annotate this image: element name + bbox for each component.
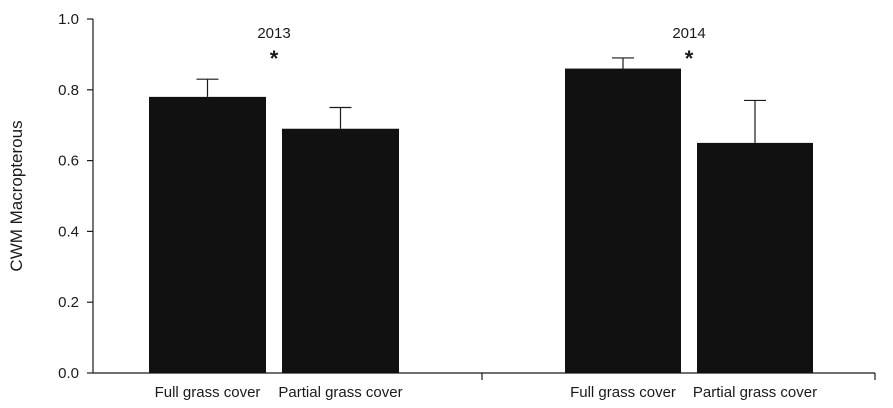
y-axis-title: CWM Macropterous [7, 120, 26, 271]
bar [565, 69, 681, 373]
bar [282, 129, 399, 373]
y-tick-label: 0.4 [58, 223, 79, 240]
x-axis: Full grass cover Partial grass cover Full … [93, 373, 875, 401]
y-tick-label: 0.8 [58, 82, 79, 99]
group-year-label: 2014 [672, 25, 705, 42]
significance-star: * [685, 46, 694, 71]
x-category-label: Partial grass cover [693, 384, 817, 401]
y-tick-label: 0.6 [58, 153, 79, 170]
y-axis: 0.0 0.2 0.4 0.6 0.8 1.0 [58, 11, 93, 382]
bar [697, 143, 813, 373]
x-category-label: Full grass cover [155, 384, 261, 401]
x-category-label: Partial grass cover [278, 384, 402, 401]
x-category-label: Full grass cover [570, 384, 676, 401]
y-tick-label: 0.0 [58, 365, 79, 382]
y-tick-label: 1.0 [58, 11, 79, 28]
significance-star: * [270, 46, 279, 71]
group-year-label: 2013 [257, 25, 290, 42]
y-tick-label: 0.2 [58, 294, 79, 311]
group-annotations: 2013 * 2014 * [257, 25, 705, 71]
bars [149, 58, 813, 373]
bar [149, 97, 266, 373]
